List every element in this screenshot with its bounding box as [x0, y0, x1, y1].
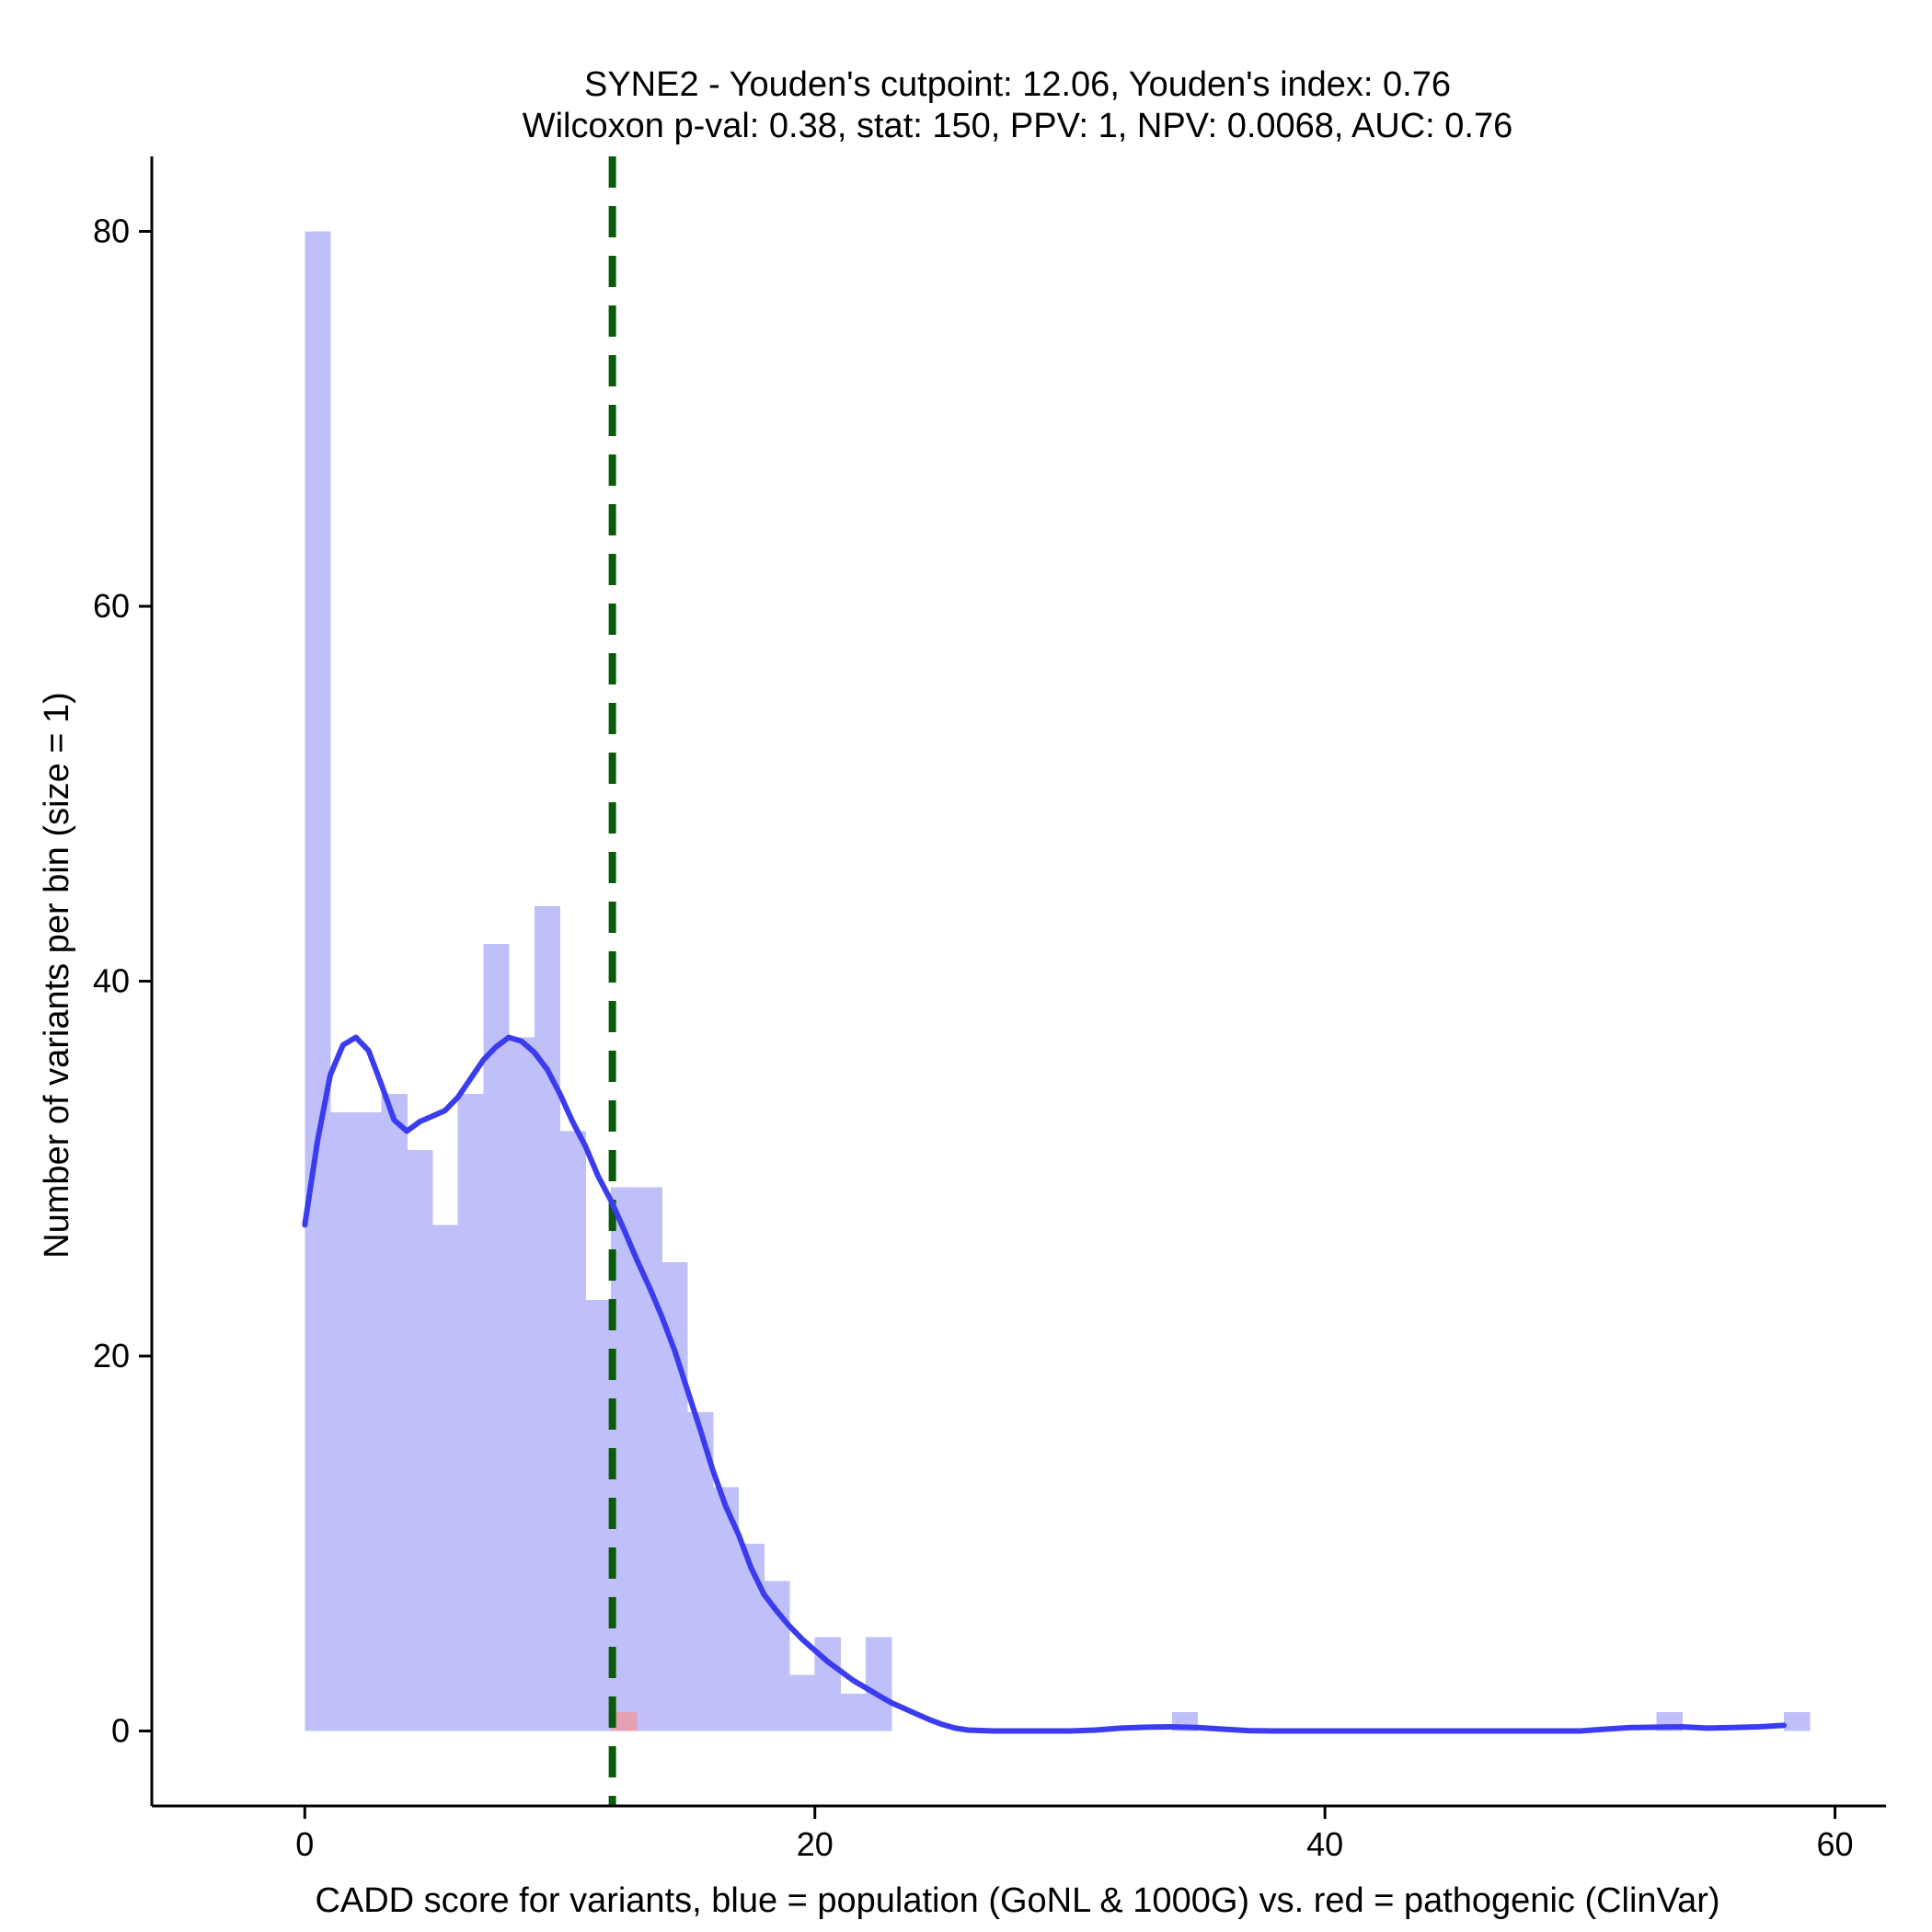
y-tick-label-80: 80: [93, 213, 130, 250]
population-bar-0: [305, 231, 331, 1731]
population-bar-2: [355, 1112, 383, 1731]
population-bar-19: [789, 1674, 816, 1731]
bars-layer: [305, 231, 1811, 1731]
x-axis-label: CADD score for variants, blue = populati…: [315, 1881, 1719, 1920]
x-tick-label-0: 0: [295, 1825, 314, 1863]
y-tick-label-20: 20: [93, 1337, 130, 1374]
population-bar-58: [1784, 1712, 1811, 1731]
pathogenic-bar-12: [610, 1712, 638, 1731]
chart-title-line2: Wilcoxon p-val: 0.38, stat: 150, PPV: 1,…: [523, 107, 1513, 145]
y-tick-label-60: 60: [93, 587, 130, 625]
chart-title-line1: SYNE2 - Youden's cutpoint: 12.06, Youden…: [584, 65, 1451, 104]
x-tick-label-40: 40: [1306, 1825, 1343, 1863]
population-bar-4: [407, 1149, 433, 1731]
population-bar-8: [509, 1037, 535, 1731]
population-bar-18: [764, 1581, 790, 1731]
population-bar-5: [431, 1225, 459, 1731]
y-tick-label-40: 40: [93, 962, 130, 1000]
population-bar-14: [661, 1262, 688, 1731]
x-tick-label-20: 20: [797, 1825, 834, 1863]
population-bar-7: [483, 943, 510, 1731]
population-bar-21: [840, 1693, 867, 1731]
population-bar-9: [534, 906, 561, 1731]
y-axis-label: Number of variants per bin (size = 1): [38, 692, 76, 1259]
y-tick-label-0: 0: [111, 1712, 130, 1750]
axes-layer: 0 20 40 60 0 20 40 60 80: [93, 156, 1886, 1863]
population-bar-11: [585, 1299, 612, 1731]
density-layer: [302, 1034, 1788, 1734]
population-bar-3: [381, 1093, 408, 1731]
population-bar-6: [457, 1093, 484, 1731]
population-bar-13: [636, 1187, 663, 1731]
population-bar-10: [559, 1131, 586, 1731]
population-bar-22: [866, 1637, 892, 1731]
density-curve: [302, 1034, 1788, 1734]
x-tick-label-60: 60: [1817, 1825, 1854, 1863]
population-bar-1: [330, 1112, 357, 1731]
